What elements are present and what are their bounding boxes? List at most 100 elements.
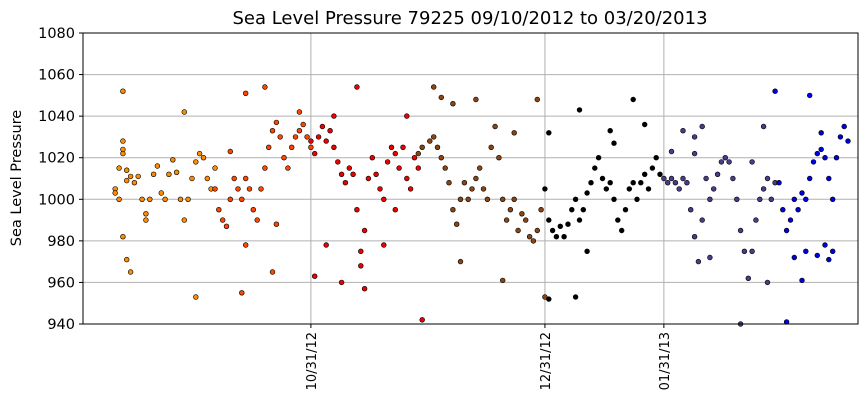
data-point bbox=[806, 175, 813, 182]
data-point bbox=[799, 190, 805, 196]
data-point bbox=[803, 248, 809, 255]
data-point bbox=[760, 186, 767, 192]
data-point bbox=[714, 171, 721, 178]
data-point bbox=[223, 223, 230, 230]
data-point bbox=[304, 134, 310, 140]
data-point bbox=[120, 234, 126, 240]
data-point bbox=[710, 186, 717, 192]
data-point bbox=[227, 148, 234, 155]
data-point bbox=[837, 134, 844, 140]
data-point bbox=[641, 171, 648, 178]
y-tick-label: 1020 bbox=[38, 151, 75, 167]
data-point bbox=[730, 175, 736, 182]
data-point bbox=[419, 317, 425, 323]
data-point bbox=[822, 242, 828, 248]
data-point bbox=[135, 173, 141, 180]
data-point bbox=[323, 242, 329, 248]
data-point bbox=[170, 157, 176, 163]
data-point bbox=[753, 217, 759, 223]
data-point bbox=[277, 134, 283, 140]
data-point bbox=[630, 180, 636, 186]
data-point bbox=[553, 234, 560, 240]
data-point bbox=[243, 242, 249, 248]
data-point bbox=[618, 227, 625, 234]
data-point bbox=[450, 207, 456, 213]
data-point bbox=[572, 196, 579, 203]
data-point bbox=[120, 138, 126, 144]
data-point bbox=[546, 217, 552, 223]
data-point bbox=[772, 88, 778, 94]
data-point bbox=[473, 96, 479, 103]
data-point bbox=[112, 190, 118, 196]
data-point bbox=[626, 186, 632, 192]
y-tick-label: 940 bbox=[47, 317, 75, 333]
data-point bbox=[699, 217, 705, 223]
data-point bbox=[676, 186, 682, 192]
data-point bbox=[607, 128, 613, 134]
data-point bbox=[734, 196, 740, 203]
data-point bbox=[515, 227, 521, 234]
data-point bbox=[392, 150, 398, 157]
data-point bbox=[143, 211, 149, 217]
data-point bbox=[158, 190, 165, 196]
data-point bbox=[776, 180, 782, 186]
data-point bbox=[607, 180, 613, 186]
data-point bbox=[584, 190, 590, 196]
data-point bbox=[350, 171, 356, 178]
chart-title: Sea Level Pressure 79225 09/10/2012 to 0… bbox=[232, 8, 707, 29]
data-point bbox=[538, 207, 544, 213]
data-point bbox=[707, 254, 713, 261]
y-tick-label: 980 bbox=[47, 234, 75, 250]
data-point bbox=[810, 159, 817, 165]
data-point bbox=[457, 258, 464, 265]
data-point bbox=[438, 94, 444, 101]
data-point bbox=[258, 186, 264, 192]
data-point bbox=[243, 90, 249, 97]
y-tick-label: 1080 bbox=[38, 26, 75, 42]
data-point bbox=[833, 155, 840, 161]
data-point bbox=[127, 269, 134, 275]
data-point bbox=[354, 207, 360, 213]
data-point bbox=[415, 150, 421, 157]
data-point bbox=[415, 165, 421, 171]
data-point bbox=[565, 221, 571, 227]
data-point bbox=[212, 186, 218, 192]
data-point bbox=[561, 234, 567, 240]
data-point bbox=[465, 196, 471, 203]
data-point bbox=[388, 144, 395, 151]
data-point bbox=[308, 138, 314, 144]
data-point bbox=[806, 92, 813, 99]
data-point bbox=[680, 175, 686, 182]
data-point bbox=[411, 155, 418, 161]
data-point bbox=[484, 196, 491, 203]
data-point bbox=[450, 100, 456, 107]
data-point bbox=[243, 175, 249, 182]
data-point bbox=[173, 169, 180, 176]
data-point bbox=[361, 227, 368, 234]
data-point bbox=[500, 196, 506, 203]
data-point bbox=[599, 175, 606, 182]
data-point bbox=[492, 123, 498, 130]
data-point bbox=[603, 186, 609, 192]
data-point bbox=[262, 165, 268, 171]
data-point bbox=[273, 221, 280, 227]
data-point bbox=[342, 180, 349, 186]
data-point bbox=[335, 159, 341, 165]
data-point bbox=[250, 207, 257, 213]
data-point bbox=[239, 290, 245, 296]
data-point bbox=[269, 269, 276, 275]
data-point bbox=[534, 227, 540, 234]
data-point bbox=[546, 130, 552, 136]
data-point bbox=[296, 128, 303, 134]
data-point bbox=[235, 186, 241, 192]
data-point bbox=[503, 217, 510, 223]
data-point bbox=[323, 138, 329, 144]
data-point bbox=[143, 217, 149, 223]
data-point bbox=[189, 175, 195, 182]
data-point bbox=[147, 196, 153, 203]
data-point bbox=[653, 155, 659, 161]
data-point bbox=[787, 217, 794, 223]
data-point bbox=[239, 196, 245, 203]
data-point bbox=[691, 150, 698, 157]
